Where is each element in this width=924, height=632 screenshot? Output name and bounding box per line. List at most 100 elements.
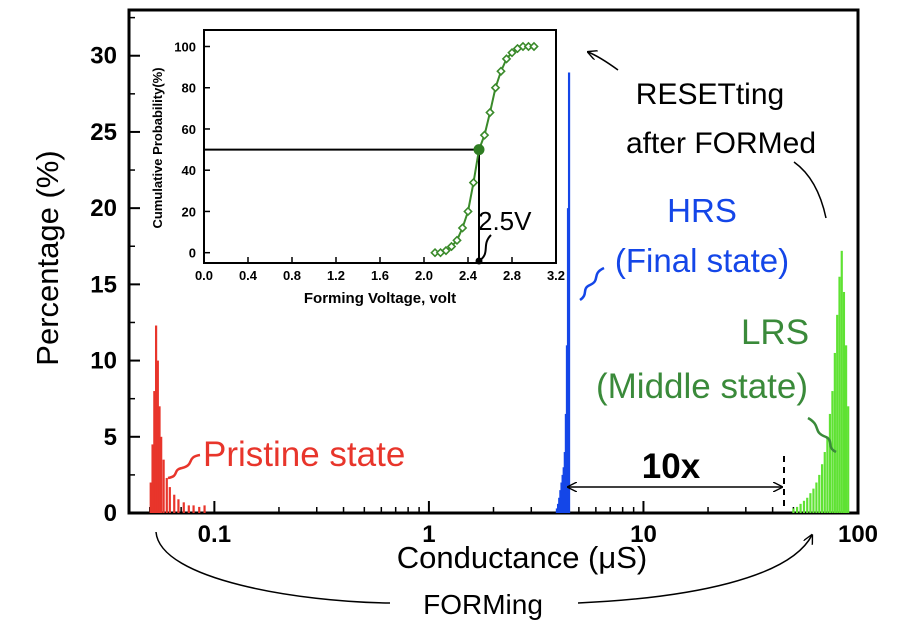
histogram-bar xyxy=(160,436,163,513)
inset-data-point xyxy=(446,241,457,252)
inset-y-tick-label: 80 xyxy=(182,81,196,96)
histogram-bar xyxy=(559,490,562,513)
histogram-bar xyxy=(165,477,168,513)
pristine-label: Pristine state xyxy=(203,435,405,474)
histogram-bar xyxy=(558,497,561,513)
histogram-bar xyxy=(828,413,832,513)
inset-y-axis-title: Cumulative Probability(%) xyxy=(150,67,165,228)
histogram-bar xyxy=(842,291,846,513)
hrs-squiggle xyxy=(579,266,605,302)
histogram-bar xyxy=(156,360,159,513)
y-tick-label: 20 xyxy=(90,195,117,222)
y-tick-label: 10 xyxy=(90,348,117,375)
inset-x-axis-title: Forming Voltage, volt xyxy=(304,290,456,307)
lrs-label: LRS xyxy=(741,313,809,352)
ratio-label: 10x xyxy=(642,447,701,486)
histogram-bar xyxy=(806,497,809,513)
reset-sublabel: after FORMed xyxy=(626,127,816,160)
inset-y-tick-label: 0 xyxy=(189,246,196,261)
reset-label: RESETting xyxy=(636,78,784,111)
x-tick-label: 1 xyxy=(422,521,435,548)
histogram-bar xyxy=(560,482,563,513)
histogram-bar xyxy=(836,314,839,513)
inset-data-point xyxy=(529,41,539,52)
inset-data-point xyxy=(501,54,512,64)
reset-arrow xyxy=(588,52,619,71)
pristine-squiggle xyxy=(167,453,201,480)
forming-arrow xyxy=(155,531,391,604)
y-tick-label: 30 xyxy=(90,43,117,70)
histogram-bar xyxy=(802,500,806,513)
histogram-bar xyxy=(168,487,171,513)
histogram-bar xyxy=(177,499,180,513)
histogram-bar xyxy=(192,505,195,513)
inset-x-tick-label: 2.0 xyxy=(415,268,433,283)
histogram-bar xyxy=(567,72,571,513)
inset-x-tick-label: 3.2 xyxy=(547,268,565,283)
histogram-bar xyxy=(203,505,206,513)
inset-x-tick-label: 1.6 xyxy=(371,268,389,283)
histogram-bar xyxy=(795,506,799,513)
histogram-bar xyxy=(149,482,152,513)
histogram-bar xyxy=(840,250,843,513)
reset-curve xyxy=(793,161,827,219)
lrs-squiggle xyxy=(807,416,837,454)
histogram-bar xyxy=(844,345,848,513)
histogram-bar xyxy=(154,325,158,513)
y-tick-label: 5 xyxy=(104,424,117,451)
x-tick-label: 10 xyxy=(630,521,657,548)
inset-median-marker xyxy=(473,144,485,156)
y-axis-title: Percentage (%) xyxy=(30,150,65,365)
inset-marker-squiggle xyxy=(478,234,492,262)
inset-data-point xyxy=(463,206,473,217)
inset-data-point xyxy=(490,83,501,93)
inset-data-point xyxy=(457,223,468,233)
forming-label: FORMing xyxy=(423,589,543,620)
inset-data-point xyxy=(485,107,495,118)
y-tick-label: 25 xyxy=(90,119,117,146)
histogram-bar xyxy=(162,459,165,513)
histogram-bar xyxy=(815,482,818,513)
x-tick-label: 0.1 xyxy=(198,521,231,548)
histogram-bar xyxy=(153,391,156,513)
histogram-bar xyxy=(826,436,829,513)
x-axis-title: Conductance (μS) xyxy=(397,540,647,575)
inset-x-tick-label: 0.4 xyxy=(239,268,258,283)
inset-data-point xyxy=(452,235,462,246)
inset-axis-ticks: 0.0 0.4 0.8 1.2 1.6 2.0 2.4 2.8 3.2 0 20 40 60 80 100 xyxy=(174,39,565,283)
histogram-bar xyxy=(812,488,815,513)
inset-x-tick-label: 0.8 xyxy=(283,268,301,283)
histogram-bar xyxy=(838,276,841,513)
inset-y-tick-label: 100 xyxy=(174,39,196,54)
histogram-bar xyxy=(182,502,185,513)
inset-data-point xyxy=(468,177,479,188)
inset-marker-label: 2.5V xyxy=(478,206,532,236)
inset-data-point xyxy=(496,66,506,76)
histogram-bar xyxy=(820,464,824,513)
main-axis-ticks: 0 5 10 15 20 25 30 0.1 1 10 100 xyxy=(90,16,878,548)
x-tick-label: 100 xyxy=(838,521,878,548)
hrs-label: HRS xyxy=(667,192,737,229)
hrs-sublabel: (Final state) xyxy=(615,242,789,279)
lrs-sublabel: (Middle state) xyxy=(596,367,808,406)
histogram-bar xyxy=(833,352,836,513)
histogram-bar xyxy=(556,503,560,513)
histogram-bar xyxy=(158,406,161,513)
inset-lines xyxy=(204,41,539,265)
histogram-bar xyxy=(561,474,564,513)
histogram-bar xyxy=(818,474,821,513)
inset-chart: 0.0 0.4 0.8 1.2 1.6 2.0 2.4 2.8 3.2020406080100 … xyxy=(150,29,565,307)
histogram-bar xyxy=(823,452,826,513)
inset-x-tick-label: 1.2 xyxy=(327,268,345,283)
y-tick-label: 0 xyxy=(104,500,117,527)
histogram-bar xyxy=(555,508,559,513)
inset-y-tick-label: 40 xyxy=(182,163,196,178)
inset-y-tick-label: 60 xyxy=(182,122,196,137)
histogram-bar xyxy=(792,508,795,513)
histogram-bar xyxy=(831,391,834,513)
histogram-bar xyxy=(809,493,812,513)
histogram-bar xyxy=(151,444,154,513)
inset-frame xyxy=(203,29,557,264)
inset-x-tick-label: 0.0 xyxy=(195,268,213,283)
